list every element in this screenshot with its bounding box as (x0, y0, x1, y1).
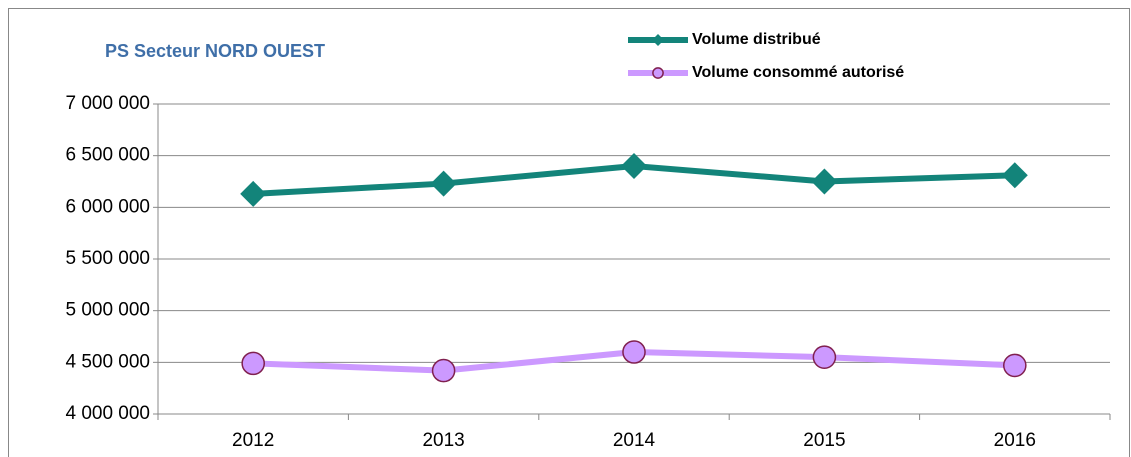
y-tick-label: 4 500 000 (65, 351, 150, 372)
y-tick-label: 5 500 000 (65, 248, 150, 269)
x-tick-label: 2014 (613, 430, 656, 451)
y-tick-label: 6 500 000 (65, 145, 150, 166)
marker (1001, 162, 1028, 189)
legend-label: Volume distribué (692, 31, 821, 48)
marker (812, 345, 837, 369)
chart-frame (8, 8, 1130, 457)
x-tick-label: 2012 (232, 430, 274, 451)
y-tick-label: 4 000 000 (65, 403, 150, 424)
marker (431, 358, 456, 383)
marker (241, 351, 265, 376)
marker (811, 168, 838, 195)
y-tick-label: 6 000 000 (65, 196, 150, 217)
legend-marker (652, 67, 664, 79)
chart-title: PS Secteur NORD OUEST (105, 41, 325, 61)
marker (430, 170, 457, 197)
marker (240, 180, 267, 207)
legend-marker (652, 34, 664, 46)
y-tick-label: 5 000 000 (65, 300, 150, 321)
marker (622, 340, 646, 364)
y-tick-label: 7 000 000 (65, 93, 150, 114)
marker (621, 153, 647, 179)
marker (1003, 353, 1027, 378)
x-tick-label: 2013 (422, 430, 464, 451)
x-tick-label: 2016 (994, 430, 1036, 451)
legend-label: Volume consommé autorisé (692, 64, 904, 81)
x-tick-label: 2015 (803, 430, 845, 451)
